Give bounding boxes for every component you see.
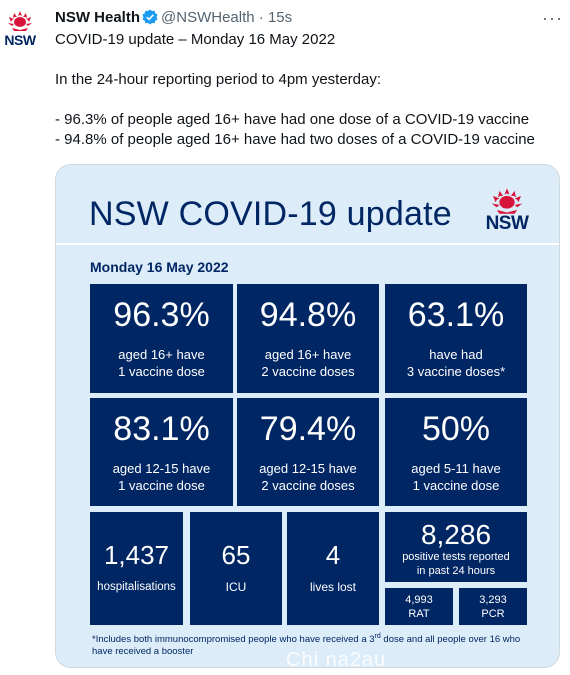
- more-options-icon[interactable]: ···: [542, 8, 563, 28]
- tweet-media-image[interactable]: NSW COVID-19 update NSW Monday 16 May 20…: [55, 164, 560, 668]
- stat-value: 3,293: [479, 594, 507, 606]
- stat-label: 1 vaccine dose: [118, 364, 205, 379]
- stat-value: 50%: [421, 410, 491, 448]
- avatar-text: NSW: [4, 32, 36, 48]
- card-title: NSW COVID-19 update: [89, 195, 452, 233]
- stat-label: lives lost: [309, 580, 356, 594]
- stat-value: 4,993: [405, 594, 433, 606]
- stat-value: 8,286: [420, 519, 492, 550]
- stat-label: 1 vaccine dose: [412, 478, 500, 493]
- hospitalisations-tile: 1,437 hospitalisations: [90, 512, 183, 625]
- stat-label: PCR: [481, 608, 505, 620]
- stat-tile: 96.3% aged 16+ have 1 vaccine dose: [90, 284, 233, 393]
- stat-value: 63.1%: [407, 296, 505, 334]
- stat-label: positive tests reported: [402, 551, 510, 563]
- pcr-tile: 3,293 PCR: [459, 588, 527, 625]
- waratah-logo-icon: [8, 11, 32, 31]
- stat-label: 2 vaccine doses: [261, 364, 355, 379]
- positive-tests-tile: 8,286 positive tests reported in past 24…: [385, 512, 527, 582]
- stat-label: RAT: [408, 608, 430, 620]
- icu-tile: 65 ICU: [190, 512, 282, 625]
- tweet-header: NSW Health @NSWHealth · 15s: [55, 8, 292, 28]
- author-handle[interactable]: @NSWHealth: [161, 9, 255, 26]
- footnote-text: *Includes both immunocompromised people …: [92, 634, 375, 646]
- stat-value: 1,437: [103, 540, 170, 570]
- footnote-sup: rd: [374, 633, 381, 640]
- stat-label: have had: [429, 347, 483, 362]
- verified-badge-icon: [142, 9, 158, 25]
- stat-tile: 94.8% aged 16+ have 2 vaccine doses: [237, 284, 379, 393]
- footnote-text: dose and all people over 16 who have rec…: [92, 634, 521, 658]
- stat-tile: 83.1% aged 12-15 have 1 vaccine dose: [90, 398, 233, 506]
- stat-value: 83.1%: [113, 410, 210, 448]
- separator-dot: ·: [258, 9, 264, 26]
- stat-value: 65: [221, 540, 251, 570]
- stat-value: 4: [325, 540, 341, 570]
- stat-tile: 50% aged 5-11 have 1 vaccine dose: [385, 398, 527, 506]
- stat-label: aged 12-15 have: [259, 461, 357, 476]
- stat-label: aged 12-15 have: [112, 461, 211, 476]
- tweet-line: In the 24-hour reporting period to 4pm y…: [55, 71, 382, 88]
- stat-label: ICU: [225, 580, 247, 594]
- stat-label: in past 24 hours: [416, 565, 496, 577]
- footnote: *Includes both immunocompromised people …: [92, 631, 532, 658]
- stat-tile: 63.1% have had 3 vaccine doses*: [385, 284, 527, 393]
- stat-label: aged 5-11 have: [411, 461, 501, 476]
- stat-label: 2 vaccine doses: [261, 478, 355, 493]
- stat-label: aged 16+ have: [264, 347, 352, 362]
- card-divider: [56, 243, 559, 245]
- lives-lost-tile: 4 lives lost: [287, 512, 379, 625]
- rat-tile: 4,993 RAT: [385, 588, 453, 625]
- card-header: NSW COVID-19 update NSW: [56, 165, 559, 243]
- avatar[interactable]: NSW: [2, 8, 38, 52]
- report-date: Monday 16 May 2022: [90, 259, 229, 275]
- tweet-line: - 96.3% of people aged 16+ have had one …: [55, 111, 530, 128]
- author-name[interactable]: NSW Health: [55, 9, 141, 26]
- stat-tile: 79.4% aged 12-15 have 2 vaccine doses: [237, 398, 379, 506]
- stat-label: aged 16+ have: [118, 347, 205, 362]
- stat-value: 96.3%: [113, 296, 210, 334]
- stat-value: 79.4%: [259, 410, 357, 448]
- nsw-logo-text: NSW: [485, 213, 529, 234]
- stat-label: 1 vaccine dose: [118, 478, 205, 493]
- timestamp[interactable]: 15s: [267, 9, 293, 26]
- tweet-line: - 94.8% of people aged 16+ have had two …: [55, 131, 535, 148]
- stat-value: 94.8%: [259, 296, 357, 334]
- stat-label: hospitalisations: [97, 581, 176, 593]
- nsw-logo: NSW: [482, 187, 532, 237]
- tweet-line: COVID-19 update – Monday 16 May 2022: [55, 31, 336, 48]
- tweet-text: COVID-19 update – Monday 16 May 2022 In …: [55, 30, 560, 150]
- waratah-icon: [491, 188, 523, 214]
- watermark: Chi na2au: [286, 649, 387, 668]
- stat-label: 3 vaccine doses*: [406, 364, 506, 379]
